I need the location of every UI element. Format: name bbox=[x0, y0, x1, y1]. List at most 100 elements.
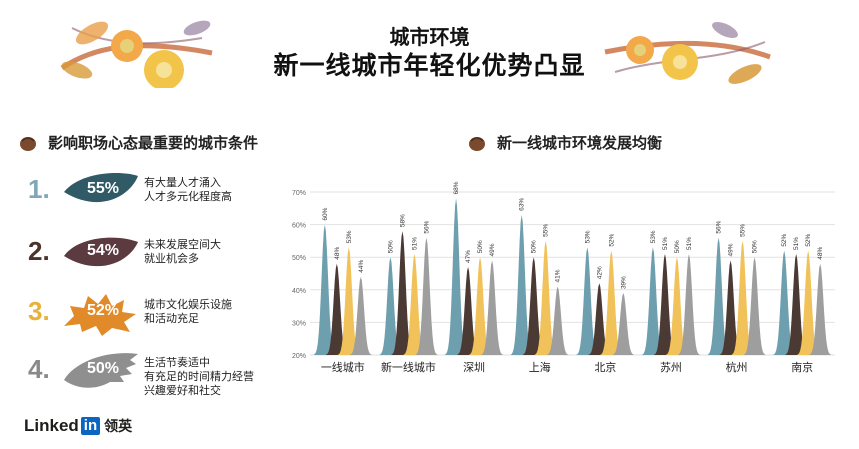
y-tick-label: 30% bbox=[292, 320, 306, 327]
leaf-icon bbox=[64, 353, 138, 388]
rank-number: 3. bbox=[28, 296, 50, 326]
x-category-label: 上海 bbox=[529, 360, 551, 374]
data-label: 50% bbox=[674, 240, 681, 253]
data-label: 52% bbox=[608, 233, 615, 246]
area-peak bbox=[797, 250, 820, 355]
linkedin-logo: Linked in 领英 bbox=[24, 416, 132, 436]
area-peak bbox=[313, 224, 336, 355]
area-peak bbox=[809, 263, 832, 355]
area-peak bbox=[481, 260, 504, 355]
area-peak bbox=[522, 257, 545, 355]
area-peak bbox=[379, 257, 402, 355]
area-peak bbox=[469, 257, 492, 355]
header: 城市环境 新一线城市年轻化优势凸显 bbox=[0, 24, 859, 82]
area-peak bbox=[510, 214, 533, 355]
data-label: 51% bbox=[686, 237, 693, 250]
area-peak bbox=[665, 257, 688, 355]
area-peak bbox=[337, 247, 360, 355]
data-label: 55% bbox=[740, 224, 747, 237]
area-peak bbox=[588, 283, 611, 355]
data-label: 53% bbox=[346, 230, 353, 243]
data-label: 56% bbox=[423, 220, 430, 233]
data-label: 52% bbox=[805, 233, 812, 246]
data-label: 49% bbox=[489, 243, 496, 256]
data-label: 58% bbox=[399, 214, 406, 227]
nut-icon bbox=[20, 136, 36, 151]
data-label: 50% bbox=[531, 240, 538, 253]
area-peak bbox=[677, 253, 700, 355]
rank-text: 生活节奏适中 有充足的时间精力经营 兴趣爱好和社交 bbox=[144, 356, 254, 397]
area-peak bbox=[349, 276, 372, 355]
rank-item-4: 4. 50% 生活节奏适中 有充足的时间精力经营 兴趣爱好和社交 bbox=[18, 350, 288, 397]
data-label: 53% bbox=[650, 230, 657, 243]
rank-percent: 54% bbox=[86, 242, 120, 259]
data-label: 68% bbox=[453, 181, 460, 194]
data-label: 63% bbox=[519, 198, 526, 211]
rank-item-2: 2. 54% 未来发展空间大 就业机会多 bbox=[18, 232, 288, 276]
logo-box: in bbox=[80, 417, 101, 435]
data-label: 50% bbox=[387, 240, 394, 253]
x-category-label: 南京 bbox=[791, 360, 813, 374]
x-category-label: 一线城市 bbox=[321, 360, 365, 374]
rank-text: 有大量人才涌入 人才多元化程度高 bbox=[144, 176, 232, 203]
area-peak bbox=[743, 257, 766, 355]
area-peak bbox=[612, 293, 635, 355]
rank-percent: 55% bbox=[86, 180, 120, 197]
area-peak bbox=[707, 237, 730, 355]
right-section-title: 新一线城市环境发展均衡 bbox=[497, 134, 663, 152]
logo-chinese: 领英 bbox=[104, 419, 133, 435]
data-label: 48% bbox=[334, 246, 341, 259]
rank-item-1: 1. 55% 有大量人才涌入 人才多元化程度高 bbox=[18, 170, 288, 214]
area-peak bbox=[653, 253, 676, 355]
nut-icon bbox=[469, 136, 485, 151]
rank-number: 2. bbox=[28, 236, 50, 266]
leaf-icon bbox=[64, 294, 136, 336]
left-section-title: 影响职场心态最重要的城市条件 bbox=[48, 134, 259, 152]
floral-decoration-left bbox=[60, 20, 213, 88]
floral-decoration-right bbox=[604, 21, 771, 84]
leaf-icon bbox=[64, 237, 138, 267]
data-label: 50% bbox=[752, 240, 759, 253]
area-peak bbox=[457, 266, 480, 355]
area-peak bbox=[600, 250, 623, 355]
rank-text: 未来发展空间大 就业机会多 bbox=[144, 238, 221, 265]
y-tick-label: 20% bbox=[292, 353, 306, 360]
data-label: 55% bbox=[543, 224, 550, 237]
area-peak bbox=[731, 240, 754, 355]
data-label: 44% bbox=[358, 260, 365, 273]
x-category-label: 苏州 bbox=[660, 361, 682, 374]
data-label: 48% bbox=[817, 246, 824, 259]
area-peak bbox=[719, 260, 742, 355]
rank-number: 4. bbox=[28, 354, 50, 384]
page-title: 城市环境 bbox=[389, 25, 470, 49]
rank-percent: 50% bbox=[86, 360, 120, 377]
area-peak bbox=[534, 240, 557, 355]
data-label: 51% bbox=[662, 237, 669, 250]
data-label: 47% bbox=[465, 250, 472, 263]
leaf-icon bbox=[64, 173, 138, 203]
data-label: 39% bbox=[620, 276, 627, 289]
area-peak bbox=[641, 247, 664, 355]
left-section-heading: 影响职场心态最重要的城市条件 bbox=[18, 132, 258, 153]
logo-word: Linked bbox=[24, 416, 79, 435]
y-tick-label: 40% bbox=[292, 288, 306, 295]
data-label: 41% bbox=[555, 269, 562, 282]
rank-item-3: 3. 52% 城市文化娱乐设施 和活动充足 bbox=[18, 292, 288, 336]
rank-text: 城市文化娱乐设施 和活动充足 bbox=[144, 298, 232, 325]
area-peak bbox=[403, 253, 426, 355]
area-peak bbox=[576, 247, 599, 355]
data-label: 53% bbox=[584, 230, 591, 243]
area-peak bbox=[546, 286, 569, 355]
area-peak bbox=[785, 253, 808, 355]
x-category-label: 杭州 bbox=[726, 360, 748, 374]
area-peak bbox=[415, 237, 438, 355]
page-subtitle: 新一线城市年轻化优势凸显 bbox=[273, 51, 586, 80]
data-label: 51% bbox=[411, 237, 418, 250]
data-label: 51% bbox=[793, 237, 800, 250]
y-tick-label: 60% bbox=[292, 223, 306, 230]
area-peak bbox=[325, 263, 348, 355]
data-label: 56% bbox=[716, 220, 723, 233]
x-category-label: 新一线城市 bbox=[381, 360, 436, 374]
city-environment-chart: 20% 30% 40% 50% 60% 70% 60% 48% 53% 44% 一线城市 50% 58%… bbox=[292, 181, 835, 374]
area-peak bbox=[391, 231, 414, 355]
